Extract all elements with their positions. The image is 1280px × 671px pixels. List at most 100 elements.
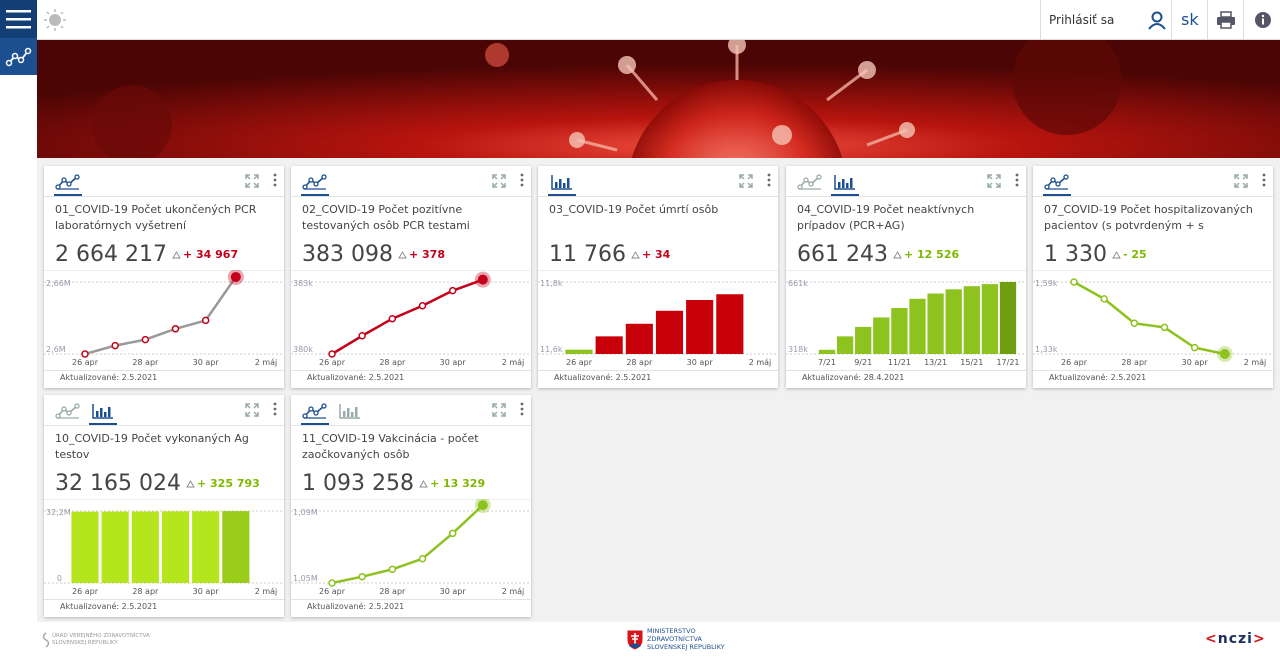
bar-view-icon[interactable]: [548, 175, 576, 196]
bar-view-icon[interactable]: [89, 404, 117, 425]
expand-icon[interactable]: [492, 174, 506, 188]
card-value: 1 093 258 + 13 329: [302, 471, 485, 496]
bar-view-icon[interactable]: [831, 175, 859, 196]
card-title: 04_COVID-19 Počet neaktívnych prípadov (…: [797, 203, 975, 232]
print-icon[interactable]: [1216, 11, 1236, 29]
icon-bar: [100, 408, 103, 417]
uvz-line: SLOVENSKEJ REPUBLIKY: [52, 640, 118, 646]
point: [1130, 319, 1139, 328]
expand-icon[interactable]: [245, 403, 259, 417]
icon-frame: [92, 404, 113, 419]
icon-bar: [347, 408, 350, 417]
menu-icon[interactable]: [520, 173, 524, 187]
line-view-icon[interactable]: [797, 174, 822, 190]
card-toolbar: [548, 173, 771, 196]
icon-dot: [808, 181, 814, 187]
menu-icon[interactable]: [767, 173, 771, 187]
delta-triangle: [893, 251, 902, 259]
x-tick-label: 26 apr: [319, 587, 346, 596]
icon-dot: [803, 177, 809, 183]
x-tick-label: 2 máj: [255, 587, 278, 596]
divider: [1243, 0, 1244, 39]
bar: [686, 300, 714, 354]
point: [328, 350, 336, 358]
delta-triangle: [172, 251, 181, 259]
point: [448, 529, 457, 538]
expand-icon[interactable]: [739, 174, 753, 188]
delta-icon: [419, 480, 428, 488]
mini-chart: 1,33k 1,59k 26 apr 28 apr 30 apr 2 máj: [1033, 270, 1273, 367]
icon-bar: [108, 407, 111, 417]
user-icon[interactable]: [1147, 10, 1167, 30]
menu-icon[interactable]: [520, 402, 524, 416]
value-number: 661 243: [797, 242, 888, 267]
chart-card: 11_COVID-19 Vakcinácia - počet zaočkovan…: [291, 395, 531, 617]
y-tick-label: 2,66M: [46, 279, 71, 288]
icon-frame: [551, 175, 572, 190]
x-tick-label: 28 apr: [379, 587, 406, 596]
delta-triangle: [186, 480, 195, 488]
card-title: 10_COVID-19 Počet vykonaných Ag testov: [55, 432, 249, 461]
info-icon[interactable]: [1254, 11, 1272, 29]
menu-dot: [520, 173, 524, 177]
bar: [855, 326, 872, 354]
line-view-icon[interactable]: [54, 174, 82, 196]
menu-icon[interactable]: [1015, 173, 1019, 187]
bar: [192, 511, 220, 583]
updated-date: Aktualizované: 2.5.2021: [60, 373, 158, 382]
point: [1070, 278, 1078, 286]
expand-icon[interactable]: [987, 174, 1001, 188]
x-tick-label: 2 máj: [502, 358, 525, 367]
line-view-icon[interactable]: [1043, 174, 1071, 196]
menu-dot: [273, 173, 277, 177]
menu-icon[interactable]: [273, 173, 277, 187]
toolbar-divider: [44, 196, 284, 197]
expand-arrows: [245, 403, 259, 417]
mini-chart: 318k 661k 7/21 9/21 11/21 13/21 15/21 17/21: [786, 270, 1026, 367]
card-divider: [786, 370, 1026, 371]
card-title: 03_COVID-19 Počet úmrtí osôb: [549, 203, 719, 216]
icon-dot: [321, 174, 327, 180]
bar-view-icon[interactable]: [339, 404, 360, 419]
card-toolbar: [301, 173, 524, 196]
expand-icon[interactable]: [245, 174, 259, 188]
banner: [37, 40, 1280, 158]
icon-dot: [321, 403, 327, 409]
icon-dot: [302, 184, 308, 190]
x-tick-label: 28 apr: [1121, 358, 1148, 367]
menu-dot: [1262, 173, 1266, 177]
active-underline: [548, 194, 576, 196]
x-tick-label: 13/21: [924, 358, 947, 367]
card-divider: [1033, 370, 1273, 371]
line-view-icon[interactable]: [55, 403, 80, 419]
card-toolbar: [55, 402, 277, 425]
x-tick-label: 26 apr: [1061, 358, 1088, 367]
expand-icon[interactable]: [1234, 174, 1248, 188]
value-delta: + 378: [408, 248, 445, 261]
toolbar-divider: [291, 196, 531, 197]
x-tick-label: 26 apr: [319, 358, 346, 367]
menu-icon[interactable]: [273, 402, 277, 416]
menu-dot: [520, 412, 524, 416]
bar: [655, 310, 684, 354]
menu-dot: [767, 178, 771, 182]
card-toolbar: [1043, 173, 1266, 196]
icon-dot: [1063, 174, 1069, 180]
bar: [716, 294, 744, 354]
sidebar-icons[interactable]: [0, 0, 37, 75]
x-tick-label: 2 máj: [255, 358, 278, 367]
menu-icon[interactable]: [1262, 173, 1266, 187]
line-view-icon[interactable]: [301, 174, 329, 196]
card-toolbar: [797, 173, 1019, 196]
expand-icon[interactable]: [492, 403, 506, 417]
login-link[interactable]: Prihlásiť sa: [1049, 13, 1115, 27]
delta-triangle: [1112, 251, 1121, 259]
x-tick-label: 30 apr: [193, 358, 220, 367]
logo: [44, 9, 66, 31]
toolbar-divider: [786, 196, 1026, 197]
language-switch[interactable]: sk: [1181, 10, 1199, 29]
line-view-icon[interactable]: [301, 403, 329, 425]
icon-dot: [1055, 181, 1061, 187]
x-tick-label: 30 apr: [687, 358, 714, 367]
chart-card: 04_COVID-19 Počet neaktívnych prípadov (…: [786, 166, 1026, 388]
